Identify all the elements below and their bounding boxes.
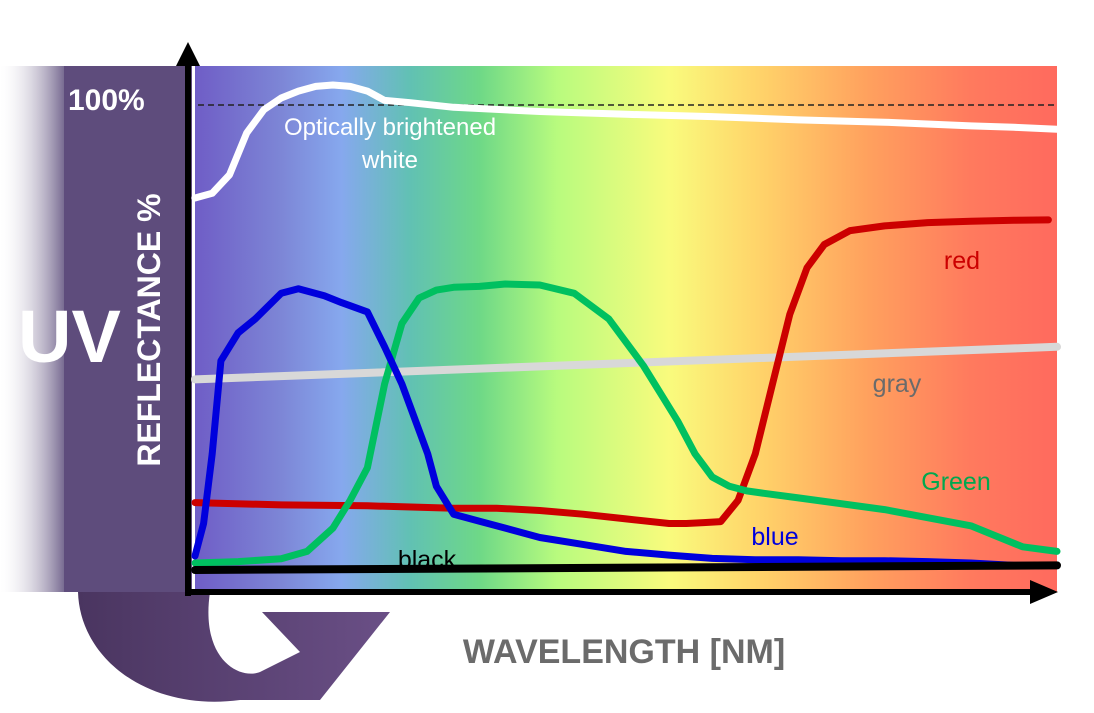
uv-band-solid	[64, 66, 192, 592]
series-line-optically-brightened-white	[191, 81, 1061, 202]
series-line-green	[191, 280, 1061, 567]
uv-label: UV	[18, 295, 121, 378]
series-label-white-line1: Optically brightened	[284, 114, 496, 141]
series-line-red	[191, 216, 1052, 527]
x-axis-arrowhead	[1030, 580, 1058, 604]
series-label-blue: blue	[751, 523, 798, 551]
spectrum-background	[195, 66, 1057, 592]
series-label-white-line2: white	[361, 147, 418, 174]
series-line-blue	[191, 285, 1061, 569]
series-line-black	[191, 561, 1061, 574]
y-tick-label-100: 100%	[68, 84, 145, 117]
series-label-black: black	[398, 546, 457, 574]
series-label-green: Green	[921, 468, 990, 496]
y-axis-arrowhead	[176, 42, 200, 66]
series-group	[191, 81, 1061, 574]
series-line-gray	[191, 342, 1061, 384]
series-label-red: red	[944, 247, 980, 275]
x-axis-label: WAVELENGTH [NM]	[463, 633, 785, 671]
series-label-gray: gray	[873, 370, 922, 398]
uv-to-visible-arrow	[78, 592, 390, 702]
y-axis-label: REFLECTANCE %	[131, 193, 167, 466]
